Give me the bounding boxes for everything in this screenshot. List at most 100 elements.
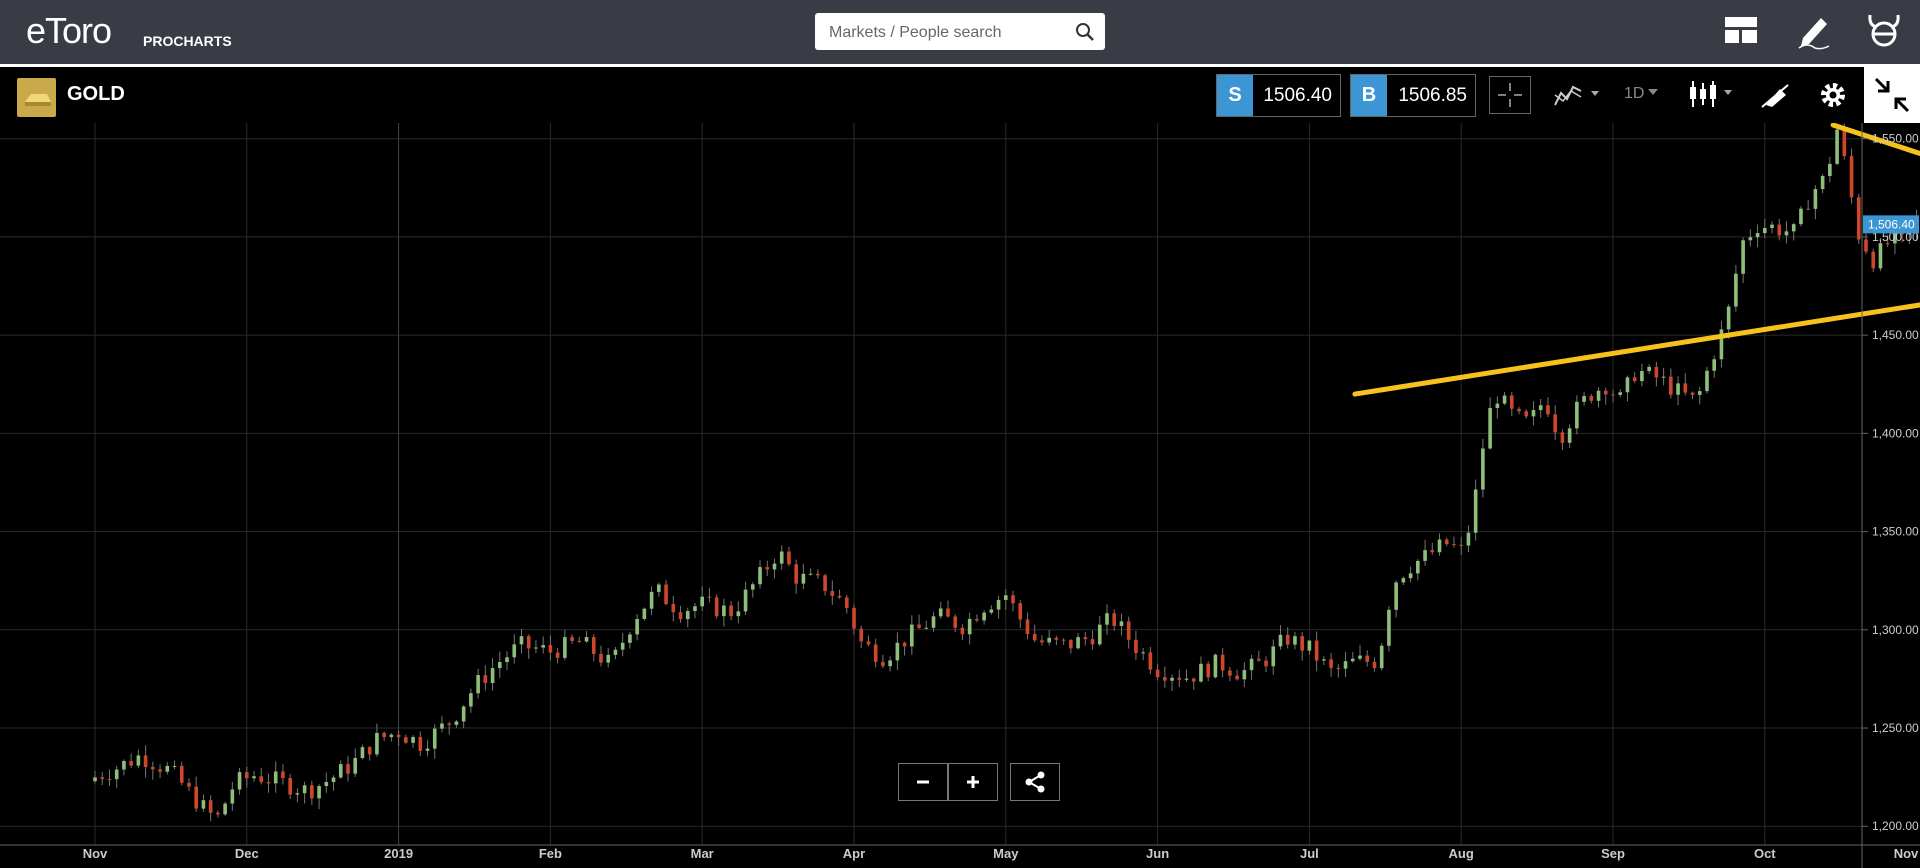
drawing-tools-icon[interactable]	[1760, 81, 1790, 109]
edit-pencil-icon[interactable]	[1797, 12, 1831, 50]
candle-down	[1264, 660, 1268, 667]
candle-up	[613, 649, 618, 655]
price-axis: 1,200.00 1,250.00 1,300.00 1,350.00 1,400.00…	[1861, 123, 1919, 868]
candle-down	[179, 765, 184, 783]
candle-up	[273, 771, 278, 784]
x-tick-label: Dec	[235, 846, 259, 861]
candle-down	[208, 800, 213, 813]
candle-down	[266, 782, 271, 784]
candle-up	[223, 803, 227, 815]
candle-up	[1755, 233, 1760, 238]
crosshair-button[interactable]	[1489, 76, 1531, 114]
sell-price: 1506.40	[1263, 85, 1332, 106]
candle-up	[750, 584, 755, 590]
instrument-name[interactable]: GOLD	[67, 83, 125, 105]
candle-up	[1278, 634, 1283, 647]
candle-down	[664, 584, 668, 605]
candle-down	[1220, 654, 1225, 671]
candle-down	[1032, 634, 1037, 641]
fullscreen-toggle-button[interactable]	[1864, 67, 1920, 123]
trend-line	[1352, 302, 1920, 397]
y-tick-label: 1,400.00	[1872, 426, 1919, 440]
candle-down	[714, 597, 719, 617]
settings-icon[interactable]	[1818, 80, 1848, 110]
candle-down	[1654, 366, 1659, 378]
x-tick-label: 2019	[384, 846, 413, 861]
candle-down	[960, 627, 965, 635]
time-axis: Nov Dec 2019 Feb Mar Apr May Jun Jul Aug Sep Oct Nov	[0, 844, 1920, 861]
candle-up	[982, 612, 986, 621]
candle-up	[1379, 645, 1384, 669]
candle-down	[852, 607, 856, 629]
zoom-in-button[interactable]	[948, 763, 998, 801]
zoom-out-button[interactable]	[898, 763, 948, 801]
candle-down	[729, 605, 733, 617]
chart-toolbar: GOLD S 1506.40 B 1506.85 1D	[0, 67, 1920, 123]
candle-down	[1083, 637, 1088, 640]
candle-down	[873, 644, 878, 662]
x-tick-label: Feb	[539, 846, 562, 861]
timeframe-selector[interactable]: 1D	[1624, 85, 1645, 102]
candle-up	[454, 721, 459, 725]
candle-up	[996, 599, 1001, 610]
candle-down	[1589, 396, 1594, 401]
sell-price-button[interactable]: S 1506.40	[1216, 74, 1341, 117]
candle-up	[534, 647, 538, 649]
candle-down	[1025, 619, 1030, 635]
candle-up	[165, 765, 170, 772]
candle-down	[259, 776, 264, 783]
price-chart[interactable]: 1,200.00 1,250.00 1,300.00 1,350.00 1,400.00…	[0, 123, 1920, 868]
candle-up	[1387, 609, 1391, 646]
candle-up	[490, 668, 495, 684]
candle-up	[324, 782, 329, 787]
share-icon	[1025, 771, 1045, 793]
candle-up	[1199, 663, 1203, 682]
etoro-logo[interactable]: eToro	[26, 10, 112, 51]
candle-down	[1856, 197, 1861, 240]
candle-up	[1293, 636, 1297, 645]
candle-up	[1705, 370, 1709, 392]
candle-down	[1842, 129, 1847, 157]
candle-up	[1734, 273, 1738, 307]
candle-up	[411, 737, 415, 743]
candle-up	[497, 662, 502, 669]
chart-grid	[0, 123, 1862, 845]
chevron-down-icon[interactable]	[1648, 89, 1658, 95]
layout-icon[interactable]	[1724, 16, 1758, 44]
candle-down	[418, 737, 423, 751]
candle-up	[1322, 659, 1326, 661]
x-tick-label: Sep	[1601, 846, 1625, 861]
candle-up	[353, 757, 358, 774]
buy-price: 1506.85	[1398, 85, 1467, 106]
candle-down	[881, 661, 885, 667]
candle-down	[1134, 639, 1138, 654]
search-box[interactable]	[815, 13, 1105, 52]
candle-up	[360, 747, 365, 758]
candle-down	[1069, 640, 1073, 649]
candle-down	[917, 624, 921, 628]
candle-up	[628, 634, 632, 643]
candle-up	[1119, 621, 1124, 626]
x-tick-label: Jul	[1300, 846, 1319, 861]
search-icon[interactable]	[1075, 22, 1095, 42]
buy-price-button[interactable]: B 1506.85	[1350, 74, 1476, 117]
candle-down	[526, 636, 531, 649]
crosshair-icon	[1498, 83, 1522, 107]
candle-down	[346, 764, 350, 774]
candles-icon[interactable]	[1688, 79, 1736, 109]
candle-up	[1625, 377, 1630, 393]
candle-down	[1285, 634, 1290, 645]
candle-up	[1661, 376, 1666, 378]
candle-down	[1090, 639, 1095, 645]
candle-up	[1828, 163, 1832, 176]
share-button[interactable]	[1010, 763, 1060, 801]
candle-down	[548, 645, 553, 653]
indicators-icon[interactable]	[1553, 81, 1601, 109]
search-input[interactable]	[827, 13, 1071, 52]
candle-up	[910, 624, 914, 647]
top-bar: eToro PROCHARTS	[0, 0, 1920, 64]
plus-icon	[967, 776, 979, 788]
etoro-bull-icon[interactable]	[1867, 12, 1901, 48]
candle-down	[830, 591, 835, 596]
candle-down	[707, 596, 712, 598]
